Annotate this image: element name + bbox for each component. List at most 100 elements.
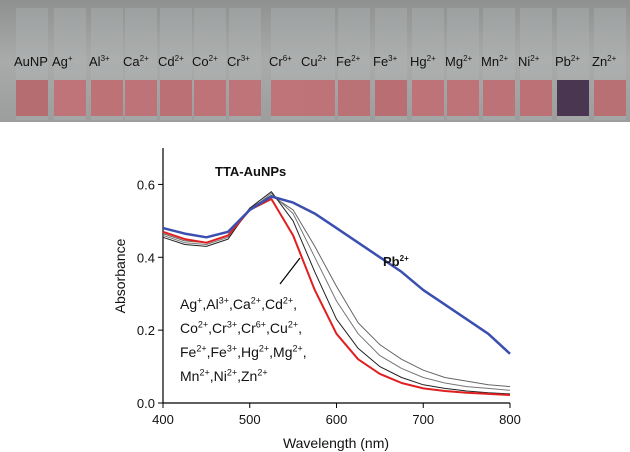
superscript: 2+: [571, 54, 580, 63]
superscript: 2+: [427, 54, 436, 63]
text-part: Hg: [410, 54, 427, 69]
rich-label: Cr3+: [227, 54, 250, 69]
superscript: 2+: [196, 343, 206, 353]
vial-liquid: [194, 80, 226, 116]
superscript: 2+: [175, 54, 184, 63]
rich-label: Fe2+: [336, 54, 361, 69]
rich-label: Mn2+,Ni2+,Zn2+: [180, 367, 268, 384]
superscript: 2+: [499, 54, 508, 63]
text-part: ,Al: [202, 296, 218, 312]
superscript: 2+: [607, 54, 616, 63]
superscript: 3+: [241, 54, 250, 63]
x-tick-label: 400: [152, 412, 174, 427]
text-part: ,: [293, 296, 297, 312]
x-tick-label: 500: [239, 412, 261, 427]
text-part: ,Cr: [237, 320, 256, 336]
superscript: 2+: [400, 254, 409, 263]
x-tick-label: 600: [326, 412, 348, 427]
rich-label: Pb2+: [383, 254, 409, 269]
rich-label: Co2+: [192, 54, 218, 69]
vial-liquid: [54, 80, 86, 116]
superscript: 2+: [463, 54, 472, 63]
text-part: ,Fe: [207, 344, 227, 360]
superscript: 2+: [283, 295, 293, 305]
text-part: ,Hg: [237, 344, 259, 360]
x-tick-label: 700: [412, 412, 434, 427]
text-part: Mn: [481, 54, 499, 69]
superscript: 2+: [227, 367, 237, 377]
vial-liquid: [229, 80, 261, 116]
superscript: 2+: [318, 54, 327, 63]
rich-label: Cu2+: [301, 54, 327, 69]
superscript: 3+: [388, 54, 397, 63]
vial-liquid: [557, 80, 589, 116]
text-part: ,Mg: [269, 344, 292, 360]
text-part: Pb: [555, 54, 571, 69]
data-line: [162, 191, 511, 395]
y-axis-label: Absorbance: [112, 238, 128, 313]
rich-label: Zn2+: [592, 54, 617, 69]
rich-label: Ag+,Al3+,Ca2+,Cd2+,: [180, 295, 297, 312]
text-part: Ni: [518, 54, 530, 69]
text-part: AuNP: [14, 54, 48, 69]
superscript: 2+: [530, 54, 539, 63]
superscript: 2+: [259, 343, 269, 353]
pointer-line: [279, 257, 301, 285]
rich-label: Fe3+: [373, 54, 398, 69]
text-part: Zn: [592, 54, 607, 69]
text-part: ,: [303, 344, 307, 360]
annotation-title: TTA-AuNPs: [215, 164, 286, 179]
superscript: 3+: [227, 343, 237, 353]
superscript: 2+: [293, 343, 303, 353]
text-part: ,Zn: [237, 368, 257, 384]
superscript: 3+: [101, 54, 110, 63]
rich-label: Pb2+: [555, 54, 580, 69]
rich-label: Mn2+: [481, 54, 509, 69]
rich-label: Ca2+: [123, 54, 149, 69]
text-part: Fe: [373, 54, 388, 69]
text-part: ,Cu: [266, 320, 288, 336]
text-part: ,Cr: [208, 320, 227, 336]
superscript: 2+: [199, 367, 209, 377]
rich-label: Mg2+: [445, 54, 473, 69]
rich-label: AuNP: [14, 54, 48, 69]
vial-liquid: [375, 80, 407, 116]
y-tick-label: 0.6: [137, 177, 155, 192]
text-part: ,Ca: [229, 296, 251, 312]
rich-label: Ni2+: [518, 54, 540, 69]
text-part: Mn: [180, 368, 199, 384]
superscript: 2+: [257, 367, 267, 377]
superscript: 6+: [256, 319, 266, 329]
text-part: Cr: [227, 54, 241, 69]
text-part: Cu: [301, 54, 318, 69]
superscript: 3+: [219, 295, 229, 305]
superscript: 2+: [209, 54, 218, 63]
text-part: Ca: [123, 54, 140, 69]
text-part: Mg: [445, 54, 463, 69]
data-line: [162, 195, 511, 355]
rich-label: Hg2+: [410, 54, 436, 69]
text-part: Al: [89, 54, 101, 69]
text-part: ,Ni: [210, 368, 227, 384]
y-tick-label: 0.4: [137, 250, 155, 265]
superscript: 2+: [198, 319, 208, 329]
superscript: 2+: [140, 54, 149, 63]
vial-liquid: [338, 80, 370, 116]
vial-liquid: [125, 80, 157, 116]
text-part: Co: [180, 320, 198, 336]
rich-label: Cr6+: [269, 54, 292, 69]
text-part: Ag: [180, 296, 197, 312]
rich-label: Al3+: [89, 54, 110, 69]
vial-liquid: [16, 80, 48, 116]
vial-liquid: [594, 80, 626, 116]
vial-liquid: [520, 80, 552, 116]
text-part: ,Cd: [261, 296, 283, 312]
superscript: 2+: [351, 54, 360, 63]
text-part: Pb: [383, 254, 400, 269]
superscript: +: [68, 54, 73, 63]
y-tick-label: 0.0: [137, 396, 155, 411]
superscript: +: [197, 295, 202, 305]
text-part: Fe: [180, 344, 197, 360]
rich-label: Co2+,Cr3+,Cr6+,Cu2+,: [180, 319, 302, 336]
vial-liquid: [91, 80, 123, 116]
